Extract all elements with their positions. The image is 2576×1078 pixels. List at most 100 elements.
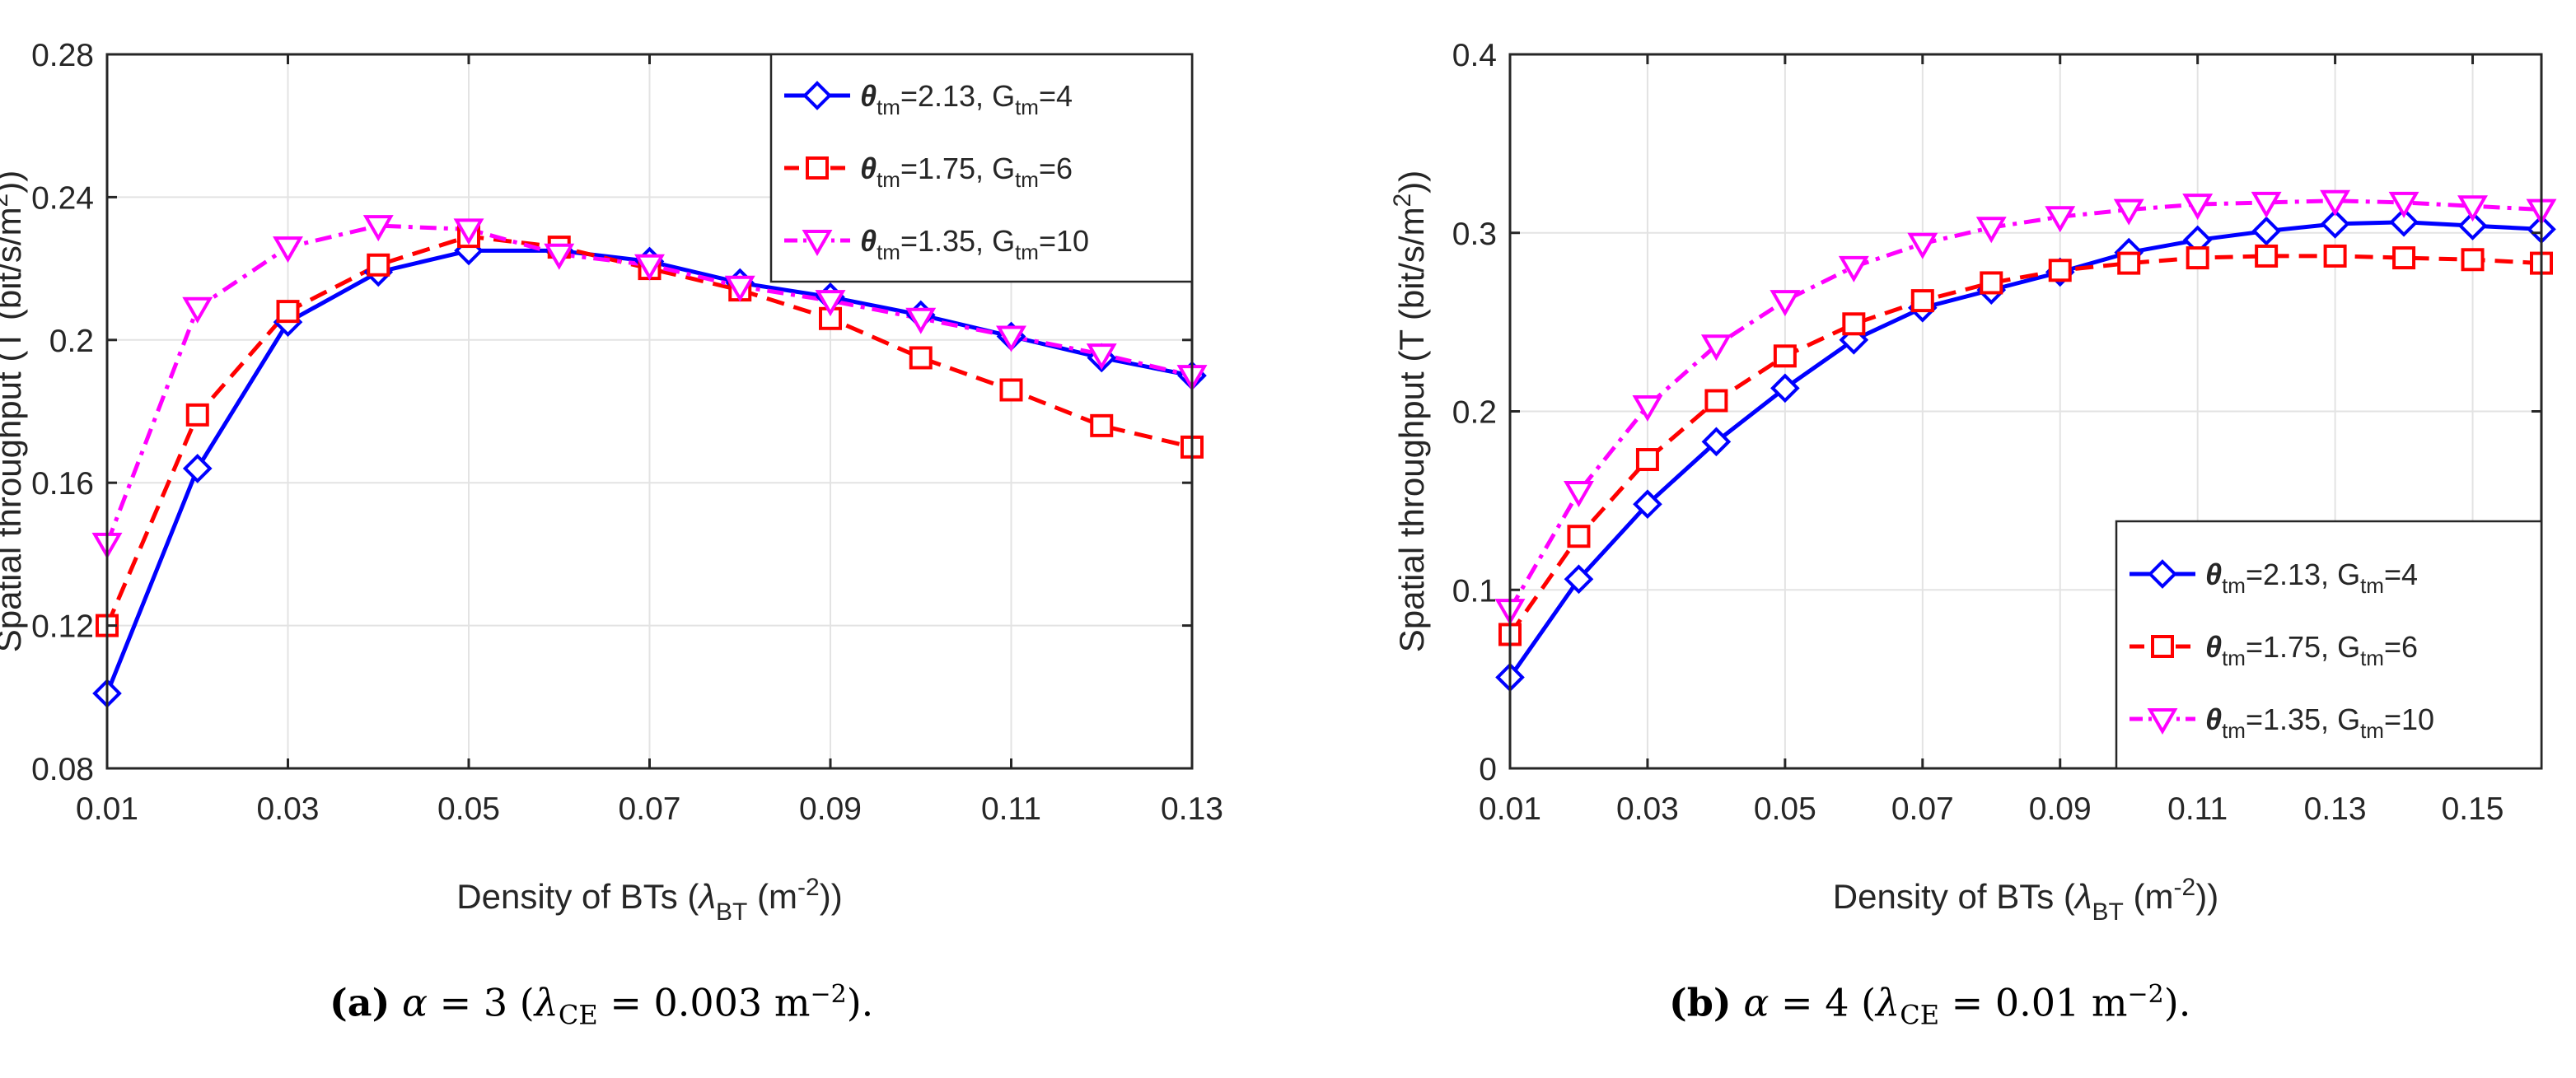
data-point [2251,216,2281,246]
data-point [1704,389,1728,413]
y-tick-label: 0.24 [31,180,94,216]
data-point [2457,195,2488,222]
data-point [1701,427,1732,457]
x-tick-label: 0.01 [1479,791,1541,827]
data-point [2320,189,2351,217]
legend-label: θtm=1.75, Gtm=6 [2205,630,2418,670]
y-tick-label: 0.12 [31,609,94,645]
data-point [276,300,300,324]
data-point [2389,207,2419,237]
y-tick-label: 0.4 [1452,38,1497,73]
legend-entry: θtm=1.75, Gtm=6 [784,152,1073,192]
legend-label: θtm=2.13, Gtm=4 [860,79,1073,119]
data-point [1910,289,1934,313]
y-tick-label: 0.2 [1452,395,1497,431]
data-point [544,243,575,270]
data-point [909,346,933,370]
caption-lambda-ce: 0.01 [1994,980,2080,1025]
y-tick-label: 0.16 [31,466,94,502]
x-tick-label: 0.01 [76,791,138,827]
y-axis-label: Spatial throughput (T (bit/s/m2)) [0,170,28,652]
data-point [2045,206,2076,233]
data-point [2457,211,2488,240]
caption-label: (a) [330,980,390,1025]
caption-lambda-ce: 0.003 [653,980,763,1025]
data-point [453,218,484,245]
legend-label: θtm=1.35, Gtm=10 [860,224,1089,264]
data-point [1632,394,1663,422]
data-point [182,454,213,483]
data-point [185,403,209,427]
data-point [1564,564,1594,595]
x-axis-label: Density of BTs (λBT (m-2)) [1833,874,2218,926]
x-tick-label: 0.09 [799,791,862,827]
legend-marker [2147,708,2178,735]
legend-entry: θtm=2.13, Gtm=4 [2130,558,2418,598]
data-point [367,253,390,277]
data-point [2323,244,2347,268]
x-tick-label: 0.03 [1616,791,1679,827]
data-point [634,254,665,281]
series-line-theta-1.75 [1508,254,2542,636]
legend-marker [802,81,832,110]
legend-marker [802,230,833,257]
data-point [1633,489,1662,520]
legend-label: θtm=1.35, Gtm=10 [2205,702,2434,743]
caption-label: (b) [1669,980,1732,1025]
data-point [2255,244,2279,268]
data-point [2320,209,2350,239]
data-point [905,307,937,334]
legend: θtm=2.13, Gtm=4 θtm=1.75, Gtm=6 θtm=1.35, … [2115,520,2543,770]
x-tick-label: 0.03 [257,791,320,827]
panel-a-chart: 0.01 0.03 0.05 0.07 0.09 0.11 0.13 0.08 0.12 0.16… [0,38,1223,926]
data-point [1773,344,1797,368]
x-tick-label: 0.07 [619,791,681,827]
data-point [2182,194,2214,221]
x-tick-label: 0.15 [2442,791,2504,827]
data-point [2392,246,2416,270]
y-tick-label: 0.08 [31,752,94,787]
data-point [1086,343,1117,371]
x-tick-label: 0.13 [1161,791,1223,827]
x-tick-label: 0.09 [2029,791,2092,827]
y-tick-label: 0.1 [1452,573,1497,609]
caption-alpha: 3 [483,980,508,1025]
data-point [2461,248,2485,272]
data-point [2186,246,2209,270]
x-tick-label: 0.13 [2304,791,2367,827]
panel-b-caption: (b) α = 4 (λCE = 0.01 m−2). [1669,980,2191,1031]
data-point [1567,525,1591,548]
data-point [815,290,846,317]
data-point [1842,312,1866,336]
x-tick-label: 0.11 [2167,791,2228,827]
y-axis-label: Spatial throughput (T (bit/s/m2)) [1389,170,1431,652]
data-point [362,215,394,242]
data-point [1980,271,2003,295]
legend-label: θtm=1.75, Gtm=6 [860,152,1073,192]
x-tick-label: 0.05 [437,791,500,827]
legend-marker [2151,635,2174,658]
data-point [999,378,1023,402]
data-point [273,236,303,264]
data-point [1907,232,1938,259]
data-point [2388,191,2419,218]
x-tick-label: 0.11 [981,791,1041,827]
legend-entry: θtm=1.75, Gtm=6 [2130,630,2418,670]
x-axis-label: Density of BTs (λBT (m-2)) [456,874,842,926]
data-point [2113,198,2144,226]
data-point [2117,251,2141,275]
y-tick-label: 0.2 [49,324,94,359]
series-markers-theta-1.75 [1498,244,2553,646]
data-point [1770,373,1800,404]
panel-b-chart: 0.01 0.03 0.05 0.07 0.09 0.11 0.13 0.15 0 0.1 0.2 0… [1389,38,2557,926]
legend-label: θtm=2.13, Gtm=4 [2205,558,2418,598]
data-point [1564,481,1594,508]
y-tick-label: 0.3 [1452,217,1497,252]
data-point [2251,191,2282,218]
data-point [2048,259,2072,282]
legend: θtm=2.13, Gtm=4 θtm=1.75, Gtm=6 θtm=1.35, … [769,53,1194,283]
legend-entry: θtm=1.35, Gtm=10 [784,224,1089,264]
data-point [1838,255,1869,282]
y-tick-label: 0 [1479,752,1497,787]
data-point [1090,413,1114,437]
